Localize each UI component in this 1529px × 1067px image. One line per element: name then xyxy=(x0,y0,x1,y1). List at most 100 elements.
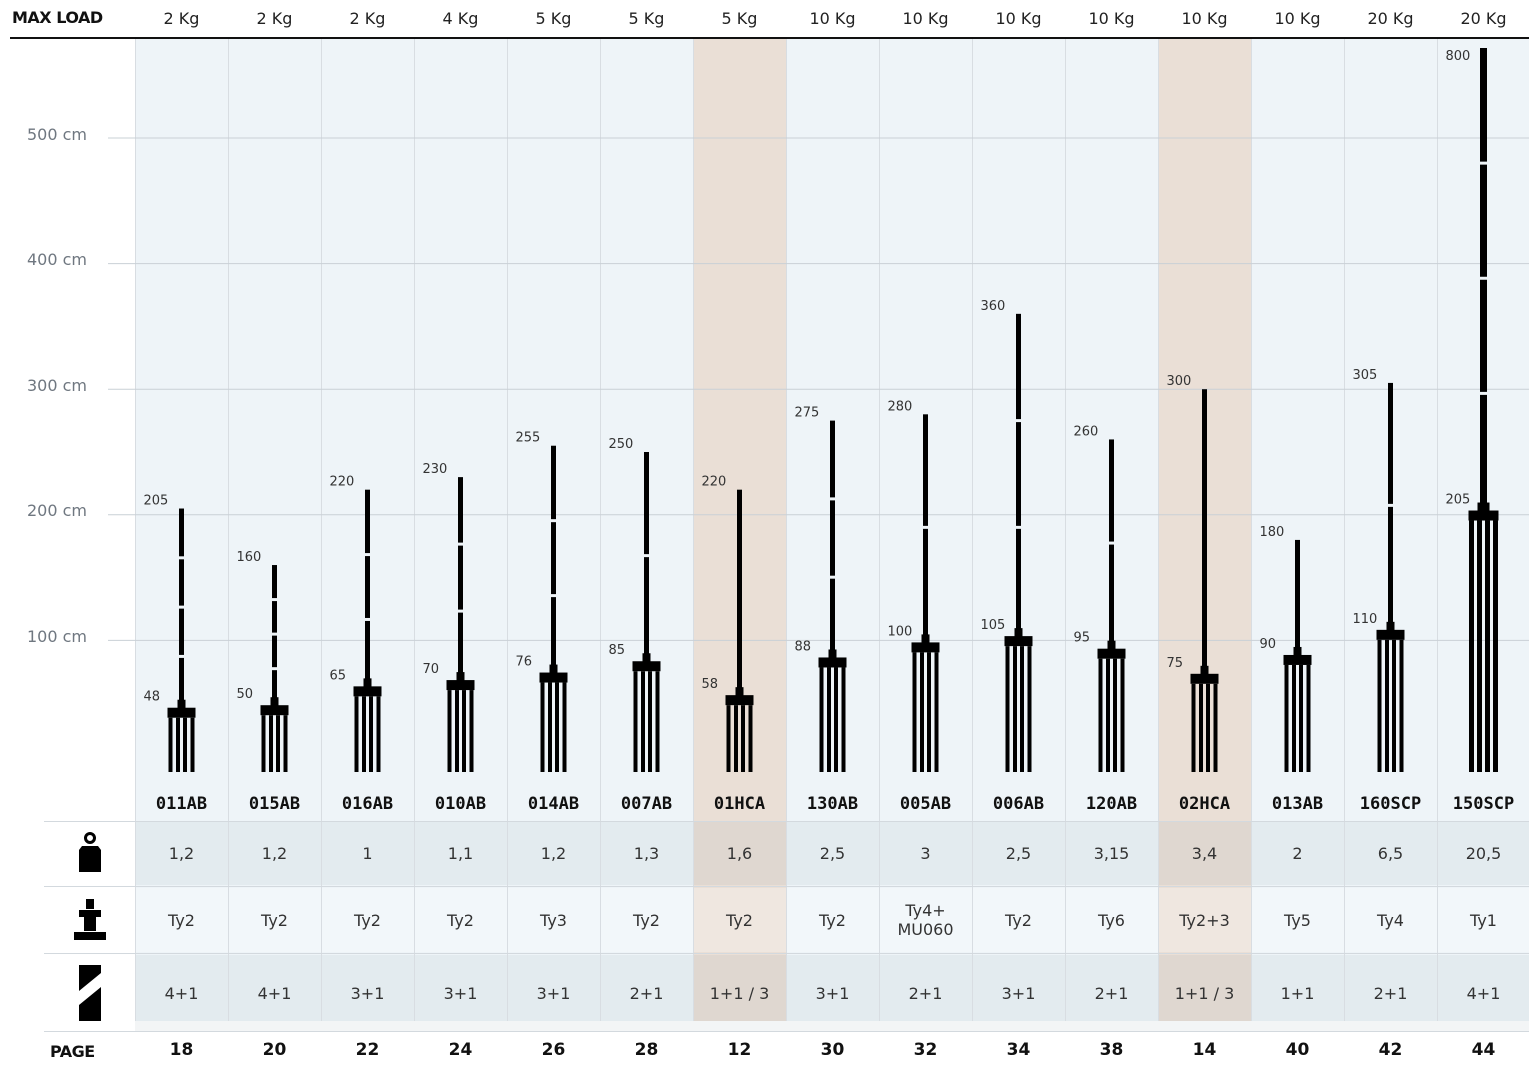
stand-leg xyxy=(262,715,266,772)
stand-leg xyxy=(1392,640,1396,772)
max-height-label: 260 xyxy=(1074,424,1099,439)
stand-leg xyxy=(842,667,846,772)
section-break xyxy=(829,576,836,579)
stand-leg xyxy=(355,696,359,772)
max-height-label: 360 xyxy=(981,299,1006,314)
section-break xyxy=(643,554,650,557)
section-break xyxy=(271,633,278,636)
stand-leg xyxy=(749,705,753,772)
max-height-label: 280 xyxy=(888,399,913,414)
stand-leg xyxy=(1206,684,1210,772)
stand-leg xyxy=(1469,521,1474,772)
stand-leg xyxy=(820,667,824,772)
stand-head xyxy=(168,708,196,718)
stand-head xyxy=(1469,511,1499,521)
section-break xyxy=(364,618,371,621)
stand-pole xyxy=(737,490,742,693)
section-break xyxy=(1015,526,1022,529)
stand-leg xyxy=(1477,521,1482,772)
stand-leg xyxy=(1385,640,1389,772)
section-break xyxy=(550,519,557,522)
stand-head xyxy=(540,673,568,683)
min-height-label: 100 xyxy=(888,624,913,639)
min-height-label: 205 xyxy=(1446,493,1471,508)
stand-leg xyxy=(1299,665,1303,772)
stand-pole xyxy=(1202,389,1207,672)
stand-leg xyxy=(276,715,280,772)
stand-leg xyxy=(927,652,931,772)
stand-120AB: 260 95 xyxy=(1074,424,1126,772)
stand-leg xyxy=(1307,665,1311,772)
stand-leg xyxy=(734,705,738,772)
section-break xyxy=(1479,277,1488,280)
section-break xyxy=(271,598,278,601)
max-height-label: 160 xyxy=(237,550,262,565)
stand-005AB: 280 100 xyxy=(888,399,940,772)
max-height-label: 220 xyxy=(702,475,727,490)
stand-160SCP: 305 110 xyxy=(1353,368,1405,772)
section-break xyxy=(550,594,557,597)
stand-leg xyxy=(1485,521,1490,772)
min-height-label: 105 xyxy=(981,618,1006,633)
stand-leg xyxy=(183,718,187,772)
stand-head xyxy=(1098,649,1126,659)
stand-leg xyxy=(362,696,366,772)
stand-leg xyxy=(1493,521,1498,772)
stand-007AB: 250 85 xyxy=(609,437,661,772)
stand-150SCP: 800 205 xyxy=(1446,48,1499,772)
stand-pole xyxy=(365,490,370,685)
stand-leg xyxy=(1199,684,1203,772)
min-height-label: 110 xyxy=(1353,612,1378,627)
stand-leg xyxy=(727,705,731,772)
min-height-label: 65 xyxy=(330,668,347,683)
stand-pole xyxy=(1016,314,1021,634)
stand-pole xyxy=(551,446,556,671)
stand-leg xyxy=(1121,659,1125,772)
stand-leg xyxy=(1285,665,1289,772)
stand-006AB: 360 105 xyxy=(981,299,1033,772)
stand-leg xyxy=(269,715,273,772)
stand-02HCA: 300 75 xyxy=(1167,374,1219,772)
stand-leg xyxy=(470,690,474,772)
min-height-label: 95 xyxy=(1074,631,1091,646)
min-height-label: 58 xyxy=(702,677,719,692)
max-height-label: 305 xyxy=(1353,368,1378,383)
stand-head xyxy=(1191,674,1219,684)
max-height-label: 255 xyxy=(516,431,541,446)
stand-head xyxy=(726,695,754,705)
max-height-label: 230 xyxy=(423,462,448,477)
stand-leg xyxy=(1214,684,1218,772)
section-break xyxy=(271,667,278,670)
section-break xyxy=(457,543,464,546)
section-break xyxy=(1108,542,1115,545)
stand-head xyxy=(1284,655,1312,665)
stand-leg xyxy=(455,690,459,772)
max-height-label: 180 xyxy=(1260,525,1285,540)
stand-leg xyxy=(1192,684,1196,772)
stand-leg xyxy=(1113,659,1117,772)
stand-leg xyxy=(827,667,831,772)
stand-leg xyxy=(541,683,545,772)
stand-leg xyxy=(648,671,652,772)
min-height-label: 90 xyxy=(1260,637,1277,652)
stand-leg xyxy=(1292,665,1296,772)
stand-leg xyxy=(563,683,567,772)
stand-leg xyxy=(935,652,939,772)
section-break xyxy=(1479,392,1488,395)
stand-head xyxy=(447,680,475,690)
stand-head xyxy=(1377,630,1405,640)
stand-leg xyxy=(369,696,373,772)
min-height-label: 88 xyxy=(795,639,812,654)
min-height-label: 76 xyxy=(516,655,533,670)
section-break xyxy=(457,610,464,613)
min-height-label: 48 xyxy=(144,690,161,705)
stand-leg xyxy=(1006,646,1010,772)
section-break xyxy=(178,556,185,559)
stand-leg xyxy=(284,715,288,772)
stand-leg xyxy=(548,683,552,772)
stand-leg xyxy=(176,718,180,772)
stand-leg xyxy=(1099,659,1103,772)
max-height-label: 220 xyxy=(330,475,355,490)
